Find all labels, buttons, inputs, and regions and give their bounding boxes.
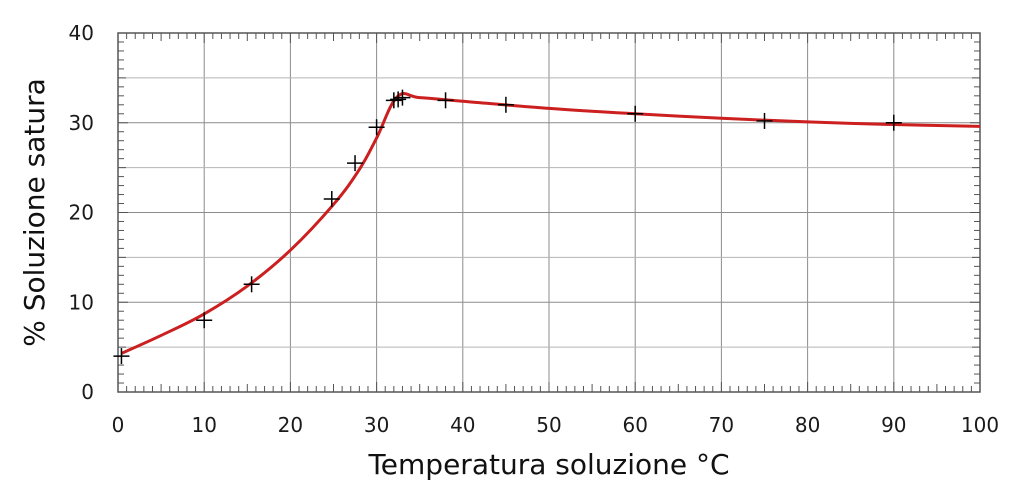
data-point-marker <box>385 92 402 109</box>
data-point-marker <box>437 92 454 109</box>
solubility-curve <box>120 92 981 355</box>
x-tick-label: 70 <box>709 413 734 437</box>
x-tick-label: 20 <box>278 413 303 437</box>
data-point-marker <box>497 96 514 113</box>
data-point-marker <box>113 348 130 365</box>
data-point-marker <box>394 89 411 106</box>
plot-frame <box>117 32 981 393</box>
y-tick-label: 30 <box>69 111 94 135</box>
x-tick-label: 10 <box>191 413 216 437</box>
x-tick-label: 40 <box>450 413 475 437</box>
x-tick-label: 30 <box>364 413 389 437</box>
y-tick-label: 20 <box>69 201 94 225</box>
data-point-marker <box>627 105 644 122</box>
data-point-marker <box>243 276 260 293</box>
y-tick-label: 10 <box>69 290 94 314</box>
y-axis-title: % Soluzione satura <box>18 78 51 347</box>
data-point-marker <box>347 155 364 172</box>
data-point-marker <box>368 119 385 136</box>
x-tick-label: 80 <box>795 413 820 437</box>
data-point-marker <box>323 191 340 208</box>
x-axis-title: Temperatura soluzione °C <box>367 448 729 481</box>
data-point-marker <box>756 112 773 129</box>
y-tick-label: 40 <box>69 21 94 45</box>
x-tick-label: 90 <box>881 413 906 437</box>
x-tick-label: 100 <box>961 413 999 437</box>
data-point-marker <box>196 312 213 329</box>
tick-labels: 0 10 20 30 40 50 60 70 80 90 100 0 10 20 30 40 <box>69 21 1000 437</box>
x-tick-label: 60 <box>622 413 647 437</box>
data-point-marker <box>885 114 902 131</box>
curve-layer <box>120 92 981 355</box>
data-point-marker <box>390 91 407 108</box>
grid-layer <box>117 32 981 393</box>
y-tick-label: 0 <box>81 380 94 404</box>
x-tick-label: 0 <box>112 413 125 437</box>
x-tick-label: 50 <box>536 413 561 437</box>
marker-layer <box>113 89 902 365</box>
